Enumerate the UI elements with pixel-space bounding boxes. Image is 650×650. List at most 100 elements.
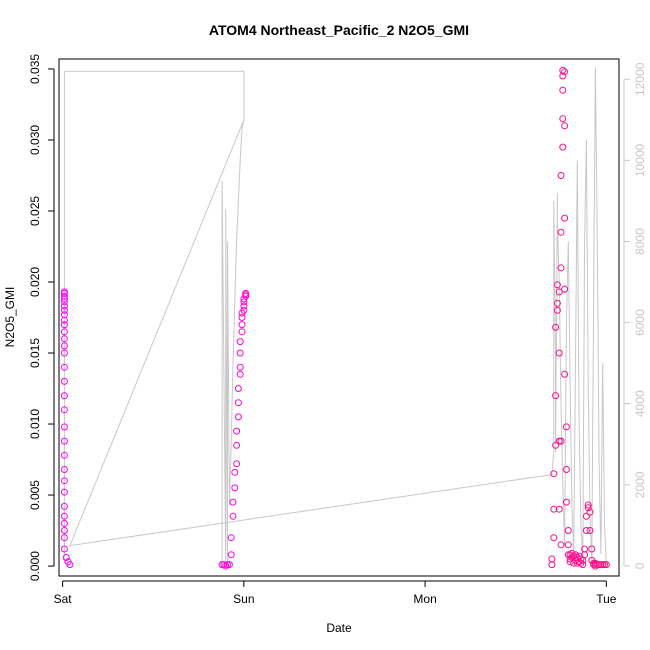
data-point xyxy=(224,561,231,569)
data-point xyxy=(62,554,70,561)
data-point xyxy=(60,321,68,329)
y2-tick-label: 0 xyxy=(633,562,647,569)
data-point xyxy=(60,302,68,310)
data-point xyxy=(234,413,242,421)
data-point xyxy=(238,328,246,336)
n2o5-points xyxy=(60,66,610,570)
x-tick-label: Sun xyxy=(233,592,254,606)
data-point xyxy=(555,288,563,296)
data-point xyxy=(60,466,68,473)
data-point xyxy=(582,527,590,534)
data-point xyxy=(588,545,596,553)
data-point xyxy=(561,68,569,76)
data-point xyxy=(570,552,578,560)
data-point xyxy=(236,370,244,378)
data-point xyxy=(60,477,68,485)
data-point xyxy=(557,172,565,179)
x-tick-label: Mon xyxy=(413,592,436,606)
data-point xyxy=(562,498,570,506)
data-point xyxy=(60,512,68,520)
data-point xyxy=(552,323,560,331)
data-point xyxy=(552,441,560,449)
data-point xyxy=(238,321,246,329)
y-tick-label: 0.015 xyxy=(28,338,42,368)
data-point xyxy=(242,289,250,297)
data-point xyxy=(60,328,68,336)
data-point xyxy=(229,512,237,520)
data-point xyxy=(60,437,68,445)
y-tick-label: 0.020 xyxy=(28,267,42,297)
data-point xyxy=(234,399,242,407)
data-point xyxy=(559,115,567,123)
data-point xyxy=(60,349,68,357)
y-axis: 0.000 0.005 0.010 0.015 0.020 0.025 0.030 0.035 xyxy=(28,54,55,581)
data-point xyxy=(586,527,594,534)
data-point xyxy=(60,488,68,496)
data-point xyxy=(60,406,68,414)
data-point xyxy=(561,214,569,222)
data-point xyxy=(559,143,567,151)
data-point xyxy=(60,519,68,527)
data-point xyxy=(553,281,561,289)
data-point xyxy=(557,541,565,549)
data-point xyxy=(240,302,248,310)
data-point xyxy=(561,122,569,130)
data-point xyxy=(60,392,68,400)
data-point xyxy=(60,295,68,303)
data-point xyxy=(584,504,592,512)
data-point xyxy=(60,527,68,534)
data-point xyxy=(60,545,68,553)
y2-tick-label: 10000 xyxy=(633,143,647,177)
data-point xyxy=(561,285,569,293)
data-point xyxy=(233,441,241,449)
data-point xyxy=(553,306,561,314)
data-point xyxy=(60,316,68,324)
data-point xyxy=(60,342,68,350)
data-point xyxy=(562,423,570,431)
data-point xyxy=(60,502,68,510)
data-point xyxy=(60,335,68,343)
data-point xyxy=(234,385,242,392)
data-point xyxy=(236,349,244,357)
data-point xyxy=(555,349,563,357)
y2-tick-label: 2000 xyxy=(633,471,647,498)
data-point xyxy=(236,363,244,371)
secondary-y-axis: 0 2000 4000 6000 8000 10000 12000 xyxy=(623,62,647,569)
data-point xyxy=(227,551,235,559)
data-point xyxy=(564,527,572,534)
y2-tick-label: 6000 xyxy=(633,309,647,336)
data-point xyxy=(60,423,68,431)
altitude-series xyxy=(63,67,607,566)
data-point xyxy=(602,561,610,569)
data-point xyxy=(236,338,244,346)
data-point xyxy=(229,498,237,506)
data-point xyxy=(238,314,246,321)
plot-frame xyxy=(58,58,620,577)
data-point xyxy=(548,555,556,563)
data-point xyxy=(562,466,570,473)
data-point xyxy=(553,299,561,307)
data-point xyxy=(559,86,567,94)
y2-tick-label: 4000 xyxy=(633,390,647,417)
data-point xyxy=(557,228,565,236)
data-point xyxy=(550,534,558,542)
data-point xyxy=(557,437,565,445)
data-point xyxy=(60,298,68,306)
y2-tick-label: 8000 xyxy=(633,228,647,255)
y-tick-label: 0.000 xyxy=(28,551,42,581)
y-tick-label: 0.025 xyxy=(28,196,42,226)
data-point xyxy=(561,370,569,378)
x-axis-label: Date xyxy=(326,621,352,635)
altitude-line xyxy=(63,67,607,564)
data-point xyxy=(233,427,241,435)
data-point xyxy=(60,451,68,459)
data-point xyxy=(240,306,248,314)
data-point xyxy=(557,264,565,272)
y-tick-label: 0.010 xyxy=(28,409,42,439)
y-tick-label: 0.005 xyxy=(28,480,42,510)
data-point xyxy=(60,377,68,385)
x-tick-label: Sat xyxy=(54,592,73,606)
data-point xyxy=(581,545,589,553)
data-point xyxy=(550,470,558,478)
